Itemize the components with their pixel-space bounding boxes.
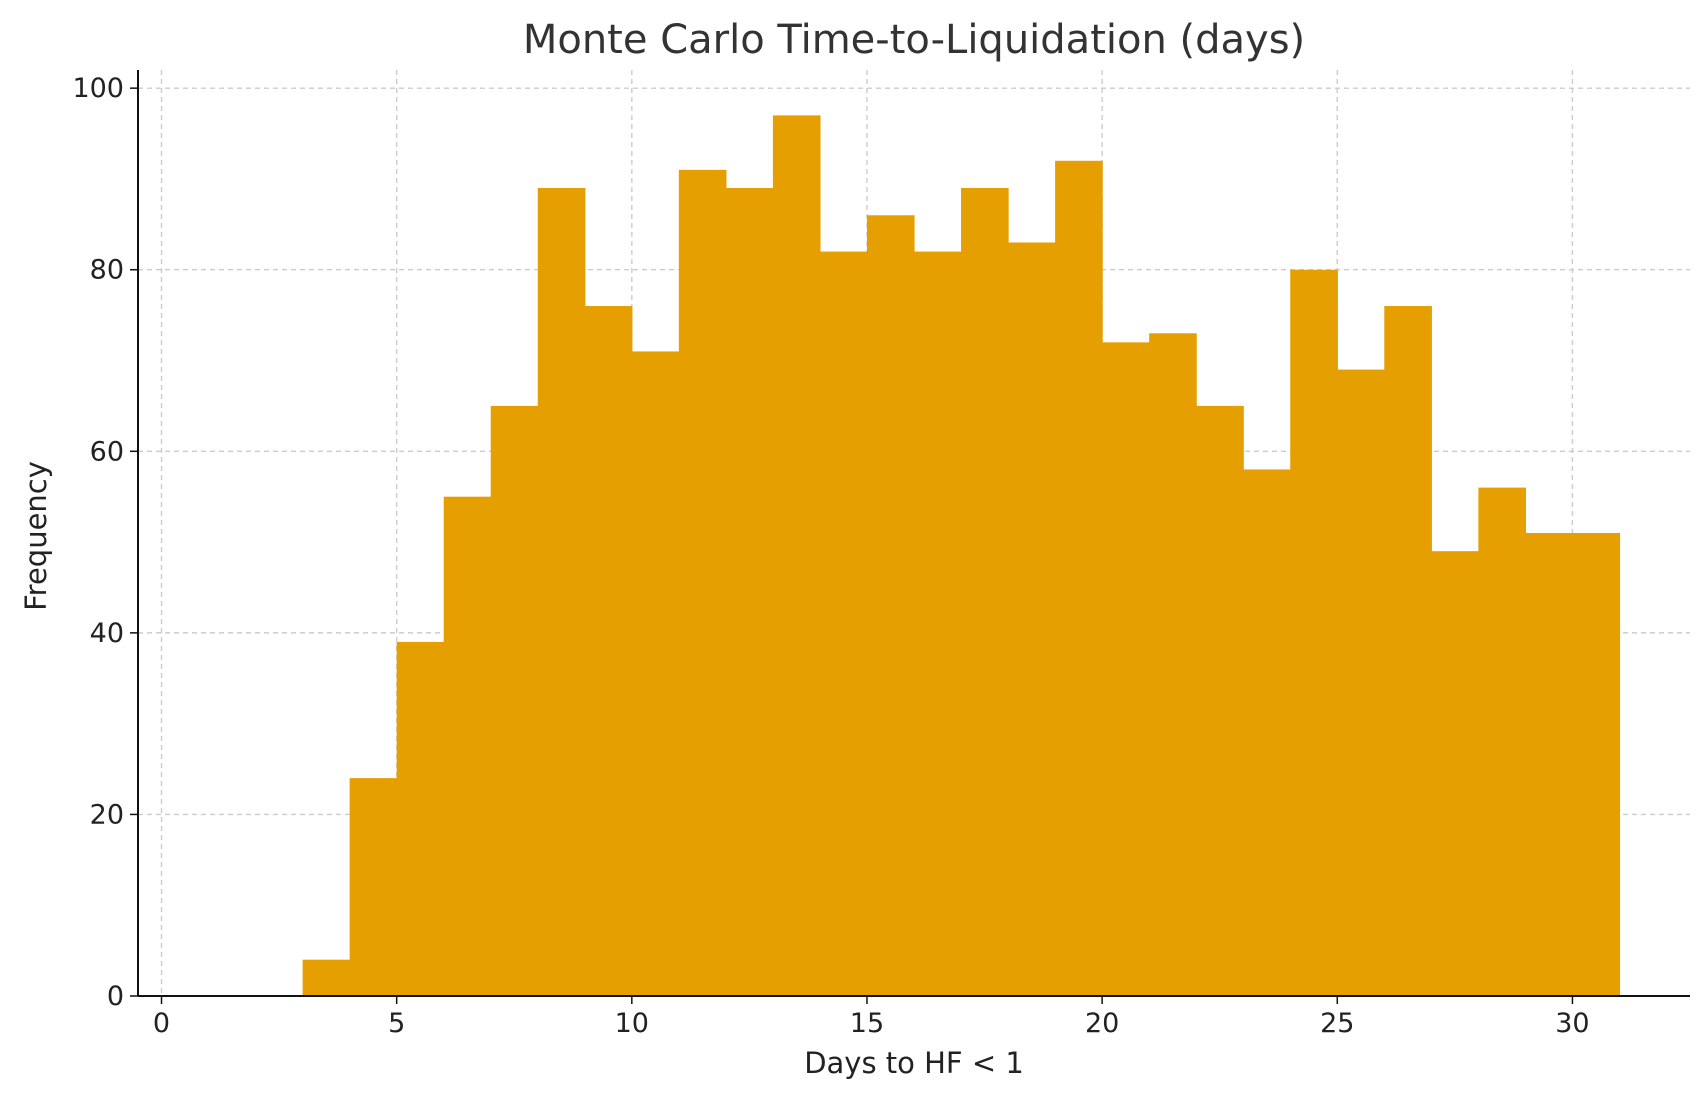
histogram-bar <box>1572 533 1621 996</box>
histogram-bar <box>1055 160 1103 997</box>
histogram-bar <box>1008 242 1056 997</box>
x-tick-label: 15 <box>850 1008 884 1039</box>
y-tick-label: 0 <box>107 981 124 1012</box>
histogram-bar <box>1384 306 1432 997</box>
histogram-bar <box>537 188 586 997</box>
histogram-bar <box>914 251 962 997</box>
histogram-bar <box>678 169 727 997</box>
histogram-bar <box>302 959 351 996</box>
y-tick-label: 60 <box>90 436 124 467</box>
x-tick-label: 5 <box>388 1008 405 1039</box>
histogram-bar <box>396 641 445 996</box>
histogram-bar <box>725 188 774 997</box>
y-tick-label: 20 <box>90 799 124 830</box>
ticks-layer: 0 5 10 15 20 25 30 0 20 40 60 80 100 <box>72 73 1589 1039</box>
histogram-bar <box>961 188 1009 997</box>
histogram-bar <box>866 215 915 997</box>
histogram-bar <box>1431 551 1479 996</box>
histogram-bar <box>631 351 680 996</box>
histogram-bar <box>1478 487 1526 996</box>
y-tick-label: 40 <box>90 618 124 649</box>
histogram-bar <box>1102 342 1150 997</box>
x-tick-label: 0 <box>153 1008 170 1039</box>
histogram-bar <box>349 778 398 996</box>
histogram-bar <box>1337 369 1385 996</box>
histogram-bar <box>819 251 868 997</box>
x-tick-label: 10 <box>615 1008 649 1039</box>
bars-layer <box>302 115 1621 997</box>
histogram-bar <box>772 115 821 997</box>
x-tick-label: 20 <box>1085 1008 1119 1039</box>
y-tick-label: 80 <box>90 255 124 286</box>
chart-title: Monte Carlo Time-to-Liquidation (days) <box>523 17 1305 63</box>
histogram-bar <box>1149 333 1197 996</box>
histogram-bar <box>490 405 539 996</box>
histogram-bar <box>443 496 492 996</box>
histogram-bar <box>1196 405 1244 996</box>
x-tick-label: 25 <box>1320 1008 1354 1039</box>
y-axis-label: Frequency <box>19 461 53 611</box>
histogram-bar <box>1243 469 1291 996</box>
x-tick-label: 30 <box>1555 1008 1589 1039</box>
histogram-bar <box>584 306 633 997</box>
x-axis-label: Days to HF < 1 <box>804 1046 1024 1080</box>
histogram-bar <box>1290 269 1338 997</box>
y-tick-label: 100 <box>72 73 124 104</box>
histogram-bar <box>1525 533 1574 996</box>
